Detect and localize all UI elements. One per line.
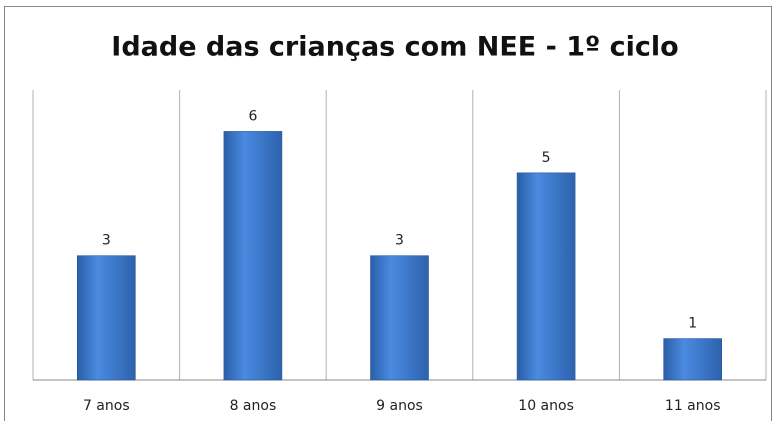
data-label: 6 <box>248 108 257 124</box>
bar <box>663 338 723 381</box>
x-tick-label: 10 anos <box>518 398 574 414</box>
bar <box>223 131 283 381</box>
x-tick-label: 7 anos <box>83 398 130 414</box>
bar <box>516 172 576 381</box>
data-label: 5 <box>542 150 551 166</box>
data-label: 3 <box>395 233 404 249</box>
data-label: 1 <box>688 316 697 332</box>
chart-title: Idade das crianças com NEE - 1º ciclo <box>111 32 678 63</box>
data-label: 3 <box>102 233 111 249</box>
x-tick-label: 9 anos <box>376 398 423 414</box>
bar <box>77 255 136 381</box>
x-tick-label: 8 anos <box>230 398 277 414</box>
bar <box>370 255 429 381</box>
x-tick-label: 11 anos <box>665 398 721 414</box>
